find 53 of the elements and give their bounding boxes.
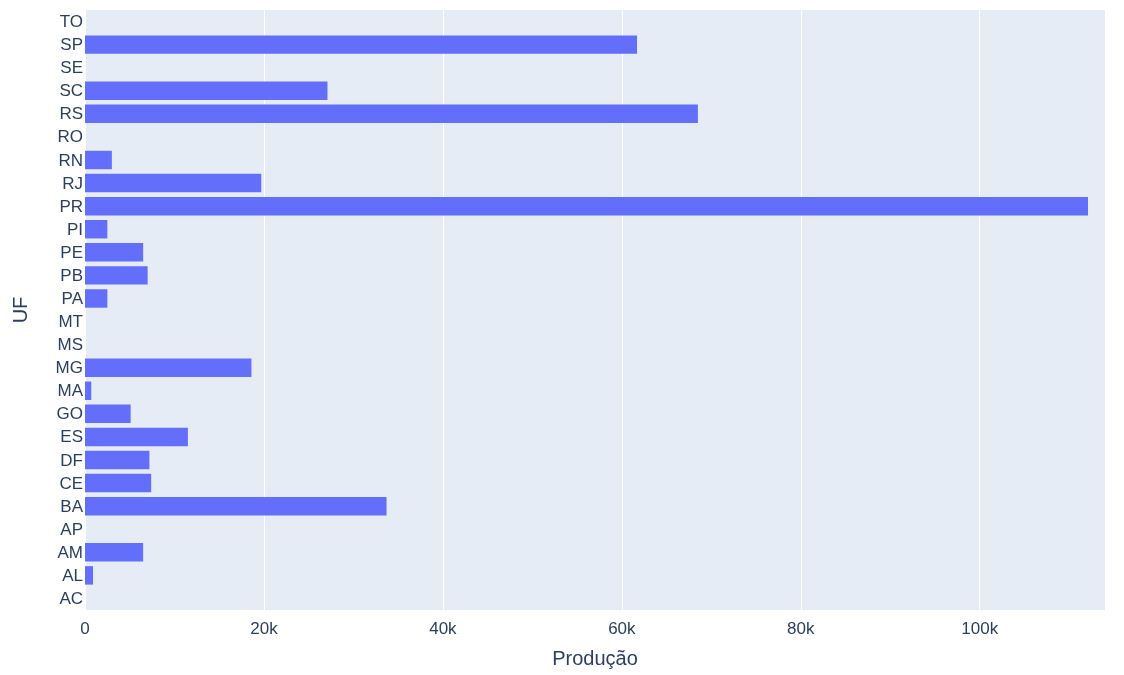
y-tick-label: RO bbox=[57, 127, 83, 147]
bar bbox=[85, 220, 108, 239]
y-tick-label: PA bbox=[61, 288, 84, 308]
y-tick-label: TO bbox=[59, 12, 83, 32]
y-tick-label: AM bbox=[57, 542, 83, 562]
bar bbox=[85, 266, 148, 285]
x-tick-label: 0 bbox=[80, 619, 90, 638]
y-tick-label: RJ bbox=[62, 173, 83, 193]
y-tick-label: AL bbox=[62, 565, 83, 585]
bar bbox=[85, 196, 1088, 216]
x-tick-label: 40k bbox=[429, 619, 458, 638]
bar bbox=[85, 427, 188, 447]
bar bbox=[85, 404, 131, 424]
y-tick-label: MA bbox=[57, 381, 84, 401]
bar bbox=[85, 81, 328, 100]
y-tick-label: PE bbox=[60, 242, 83, 262]
bar bbox=[85, 566, 94, 585]
bar bbox=[85, 473, 152, 493]
bar bbox=[85, 381, 92, 400]
bar bbox=[85, 450, 150, 470]
x-tick-label: 60k bbox=[608, 619, 637, 638]
y-tick-label: CE bbox=[59, 473, 83, 493]
y-tick-label: RS bbox=[59, 104, 83, 124]
x-tick-label: 100k bbox=[961, 619, 999, 638]
y-tick-label: AC bbox=[59, 588, 83, 608]
bar bbox=[85, 243, 144, 262]
y-tick-label: SE bbox=[60, 58, 83, 78]
x-axis-title: Produção bbox=[552, 647, 638, 669]
y-tick-label: BA bbox=[60, 496, 84, 516]
x-tick-label: 80k bbox=[787, 619, 815, 638]
bar bbox=[85, 289, 108, 308]
y-tick-label: PB bbox=[60, 265, 83, 285]
y-tick-label: DF bbox=[60, 450, 83, 470]
y-tick-label: MT bbox=[58, 312, 83, 332]
y-tick-label: AP bbox=[60, 519, 83, 539]
x-tick-label: 20k bbox=[250, 619, 279, 638]
bar bbox=[85, 358, 252, 377]
y-tick-label: PI bbox=[66, 219, 83, 239]
y-axis-title: UF bbox=[9, 296, 31, 324]
bar bbox=[85, 150, 112, 170]
bar bbox=[85, 35, 638, 54]
y-tick-label: PR bbox=[59, 196, 83, 216]
bar bbox=[85, 104, 698, 124]
y-tick-label: ES bbox=[60, 427, 83, 447]
y-tick-label: MS bbox=[57, 335, 83, 355]
y-tick-label: MG bbox=[55, 358, 83, 378]
y-tick-label: GO bbox=[56, 404, 83, 424]
y-tick-label: SP bbox=[60, 35, 83, 55]
bar bbox=[85, 173, 262, 193]
y-tick-label: RN bbox=[58, 150, 83, 170]
bar bbox=[85, 543, 144, 562]
bar bbox=[85, 496, 387, 516]
y-tick-label: SC bbox=[59, 81, 83, 101]
